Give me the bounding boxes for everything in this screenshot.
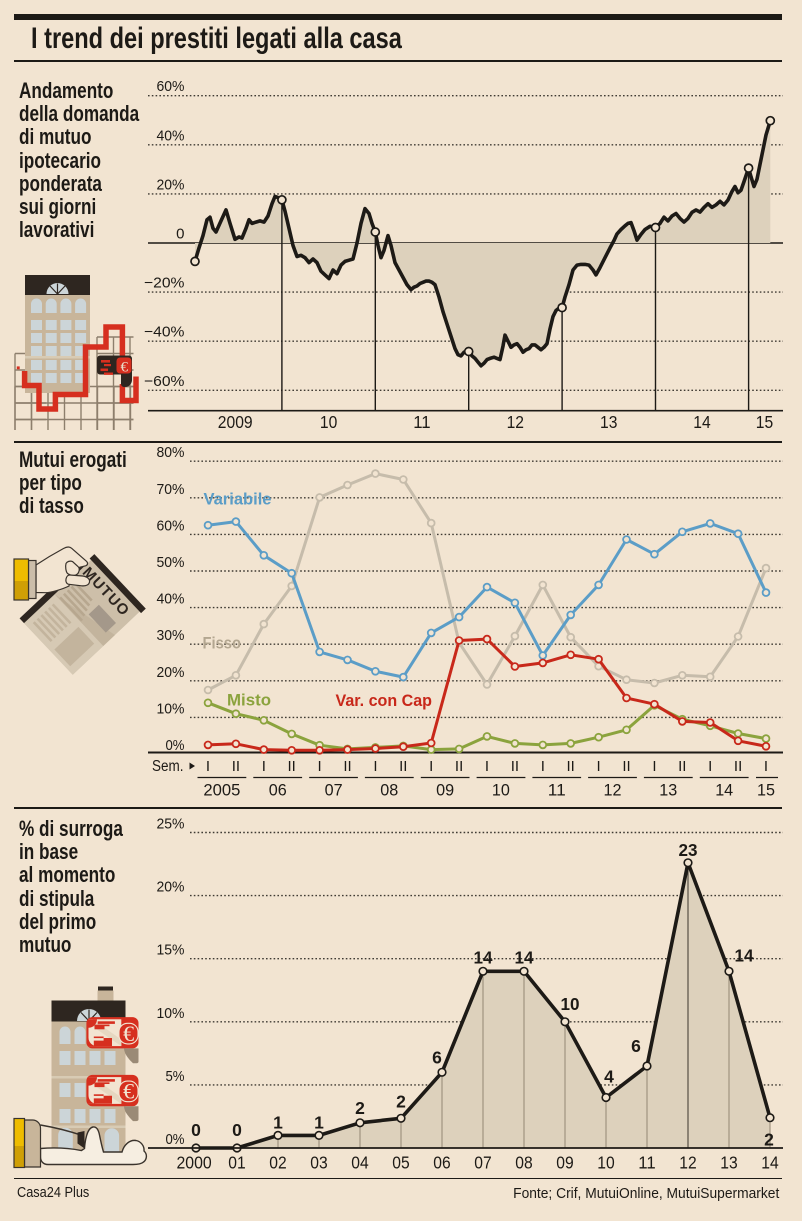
svg-text:2: 2 xyxy=(396,1091,406,1111)
svg-text:12: 12 xyxy=(679,1153,696,1173)
svg-text:€: € xyxy=(123,1079,134,1104)
svg-text:I: I xyxy=(652,758,656,775)
svg-text:2000: 2000 xyxy=(177,1153,212,1173)
svg-text:I: I xyxy=(206,758,210,775)
svg-text:14: 14 xyxy=(761,1153,779,1173)
svg-text:II: II xyxy=(678,758,686,775)
svg-text:Variabile: Variabile xyxy=(204,489,272,508)
svg-text:II: II xyxy=(343,758,351,775)
svg-text:€: € xyxy=(123,1021,134,1046)
svg-text:I: I xyxy=(764,758,768,775)
svg-text:06: 06 xyxy=(433,1153,450,1173)
svg-text:0%: 0% xyxy=(166,1131,185,1148)
svg-text:12: 12 xyxy=(604,782,622,800)
svg-text:60%: 60% xyxy=(157,78,185,95)
svg-text:II: II xyxy=(622,758,630,775)
svg-text:II: II xyxy=(232,758,240,775)
svg-text:09: 09 xyxy=(556,1153,573,1173)
svg-text:11: 11 xyxy=(548,782,566,800)
svg-text:14: 14 xyxy=(474,947,493,967)
svg-text:Misto: Misto xyxy=(227,691,271,710)
svg-text:20%: 20% xyxy=(157,664,185,681)
svg-text:10: 10 xyxy=(320,412,338,432)
svg-text:40%: 40% xyxy=(157,127,185,144)
svg-text:I: I xyxy=(318,758,322,775)
svg-text:13: 13 xyxy=(659,782,677,800)
svg-text:Var. con Cap: Var. con Cap xyxy=(336,691,433,710)
svg-text:60%: 60% xyxy=(157,517,185,534)
svg-text:70%: 70% xyxy=(157,481,185,498)
svg-text:2009: 2009 xyxy=(218,412,253,432)
svg-text:14: 14 xyxy=(715,782,733,800)
svg-text:2: 2 xyxy=(764,1130,774,1150)
svg-text:20%: 20% xyxy=(157,176,185,193)
svg-text:5%: 5% xyxy=(166,1068,185,1085)
svg-text:07: 07 xyxy=(474,1153,491,1173)
svg-text:I: I xyxy=(262,758,266,775)
svg-text:1: 1 xyxy=(314,1112,324,1132)
svg-text:11: 11 xyxy=(413,412,430,432)
svg-text:II: II xyxy=(567,758,575,775)
svg-text:50%: 50% xyxy=(157,554,185,571)
svg-text:II: II xyxy=(734,758,742,775)
svg-text:12: 12 xyxy=(507,412,524,432)
svg-text:Sem.: Sem. xyxy=(152,758,184,775)
svg-text:0%: 0% xyxy=(166,737,185,754)
svg-text:15: 15 xyxy=(756,412,773,432)
svg-text:20%: 20% xyxy=(157,879,185,896)
svg-text:30%: 30% xyxy=(157,627,185,644)
svg-text:11: 11 xyxy=(638,1153,655,1173)
svg-text:15%: 15% xyxy=(157,942,185,959)
svg-text:04: 04 xyxy=(351,1153,369,1173)
svg-text:14: 14 xyxy=(693,412,711,432)
svg-text:10%: 10% xyxy=(157,700,185,717)
svg-text:I: I xyxy=(373,758,377,775)
svg-text:10: 10 xyxy=(492,782,510,800)
svg-text:2005: 2005 xyxy=(203,782,240,800)
svg-text:II: II xyxy=(399,758,407,775)
svg-text:40%: 40% xyxy=(157,591,185,608)
svg-text:13: 13 xyxy=(720,1153,737,1173)
svg-text:07: 07 xyxy=(325,782,343,800)
svg-text:II: II xyxy=(511,758,519,775)
svg-text:Fisso: Fisso xyxy=(203,634,242,653)
svg-text:−60%: −60% xyxy=(144,373,185,390)
svg-text:0: 0 xyxy=(176,226,184,243)
svg-text:15: 15 xyxy=(757,782,775,800)
svg-text:4: 4 xyxy=(604,1067,614,1087)
svg-text:−40%: −40% xyxy=(144,324,185,341)
svg-text:I: I xyxy=(541,758,545,775)
svg-text:1: 1 xyxy=(273,1112,283,1132)
svg-text:0: 0 xyxy=(191,1120,201,1140)
svg-text:2: 2 xyxy=(355,1098,365,1118)
svg-text:23: 23 xyxy=(679,840,698,860)
svg-text:6: 6 xyxy=(432,1047,442,1067)
svg-text:03: 03 xyxy=(310,1153,327,1173)
svg-text:−20%: −20% xyxy=(144,275,185,292)
svg-text:I: I xyxy=(597,758,601,775)
svg-text:II: II xyxy=(455,758,463,775)
svg-text:10: 10 xyxy=(561,994,580,1014)
svg-text:I: I xyxy=(485,758,489,775)
svg-text:05: 05 xyxy=(392,1153,409,1173)
svg-text:14: 14 xyxy=(515,947,534,967)
svg-text:I: I xyxy=(429,758,433,775)
svg-text:13: 13 xyxy=(600,412,617,432)
svg-text:25%: 25% xyxy=(157,816,185,833)
svg-text:14: 14 xyxy=(735,945,754,965)
svg-text:09: 09 xyxy=(436,782,454,800)
svg-text:10%: 10% xyxy=(157,1005,185,1022)
svg-text:08: 08 xyxy=(515,1153,532,1173)
svg-text:€: € xyxy=(120,360,128,376)
svg-text:01: 01 xyxy=(228,1153,245,1173)
svg-text:I: I xyxy=(708,758,712,775)
svg-text:80%: 80% xyxy=(157,444,185,461)
svg-text:0: 0 xyxy=(232,1120,242,1140)
svg-text:II: II xyxy=(288,758,296,775)
svg-text:6: 6 xyxy=(631,1036,641,1056)
svg-text:06: 06 xyxy=(269,782,287,800)
svg-text:10: 10 xyxy=(597,1153,615,1173)
svg-text:08: 08 xyxy=(380,782,398,800)
svg-text:02: 02 xyxy=(269,1153,286,1173)
